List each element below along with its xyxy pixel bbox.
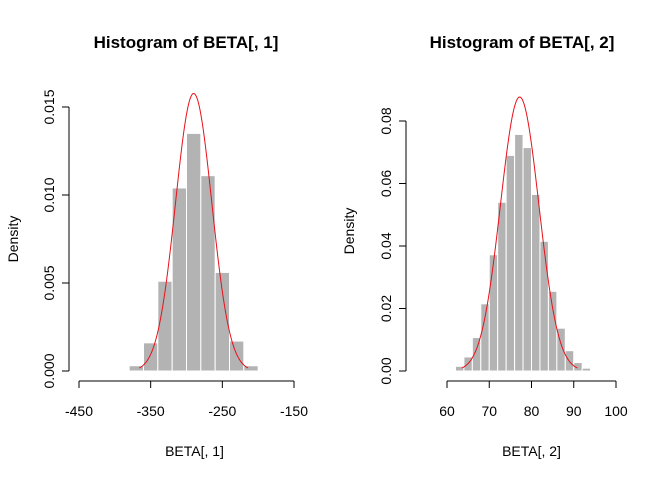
panel1-x-tick-label: -350 xyxy=(137,403,165,419)
panel1-x-axis-label: BETA[, 1] xyxy=(165,443,224,459)
panel1-y-tick-label: 0.000 xyxy=(41,353,57,388)
panel2-histogram-bar xyxy=(532,194,540,371)
panel2-histogram-bar xyxy=(582,368,590,371)
panel1-chart-title: Histogram of BETA[, 1] xyxy=(94,33,279,52)
panel1-y-tick-label: 0.005 xyxy=(41,265,57,300)
panel2-histogram-bar xyxy=(455,366,463,371)
panel2-histogram-bar xyxy=(506,155,514,371)
panel2-x-tick-label: 80 xyxy=(524,403,540,419)
panel2-y-tick-label: 0.06 xyxy=(378,170,394,197)
panel2-chart-title: Histogram of BETA[, 2] xyxy=(430,33,615,52)
panel2-histogram-bar xyxy=(498,202,506,371)
panel2-x-tick-label: 70 xyxy=(481,403,497,419)
panel1-y-tick-label: 0.015 xyxy=(41,89,57,124)
panel2-x-axis-label: BETA[, 2] xyxy=(502,443,561,459)
panel1-histogram-bar xyxy=(230,341,244,371)
panel2-y-tick-label: 0.08 xyxy=(378,107,394,134)
panel1-x-tick-label: -450 xyxy=(65,403,93,419)
panel2-histogram-bar xyxy=(523,148,531,371)
panel2-histogram-bar xyxy=(548,291,556,371)
panel2-x-tick-label: 60 xyxy=(439,403,455,419)
panel2-histogram-bar xyxy=(515,134,523,371)
panel2-histogram-bar xyxy=(481,304,489,371)
panel1-y-axis-label: Density xyxy=(5,216,21,263)
panel1-histogram-bar xyxy=(201,176,215,371)
panel1-x-tick-label: -150 xyxy=(280,403,308,419)
panel2-x-tick-label: 90 xyxy=(566,403,582,419)
panel2-x-tick-label: 100 xyxy=(604,403,628,419)
panel2-histogram-bar xyxy=(489,255,497,371)
panel1-histogram-bar xyxy=(187,133,201,371)
panel2-y-tick-label: 0.04 xyxy=(378,232,394,259)
panel1-y-tick-label: 0.010 xyxy=(41,177,57,212)
panel2-histogram-bar xyxy=(472,338,480,371)
panel1-x-tick-label: -250 xyxy=(208,403,236,419)
panel1-histogram-bar xyxy=(144,343,158,371)
panel2-y-axis-label: Density xyxy=(341,208,357,255)
panel2-y-tick-label: 0.02 xyxy=(378,295,394,322)
panel2-y-tick-label: 0.00 xyxy=(378,357,394,384)
panel2-histogram-bar xyxy=(540,241,548,371)
panel2-histogram-bar xyxy=(591,370,599,371)
